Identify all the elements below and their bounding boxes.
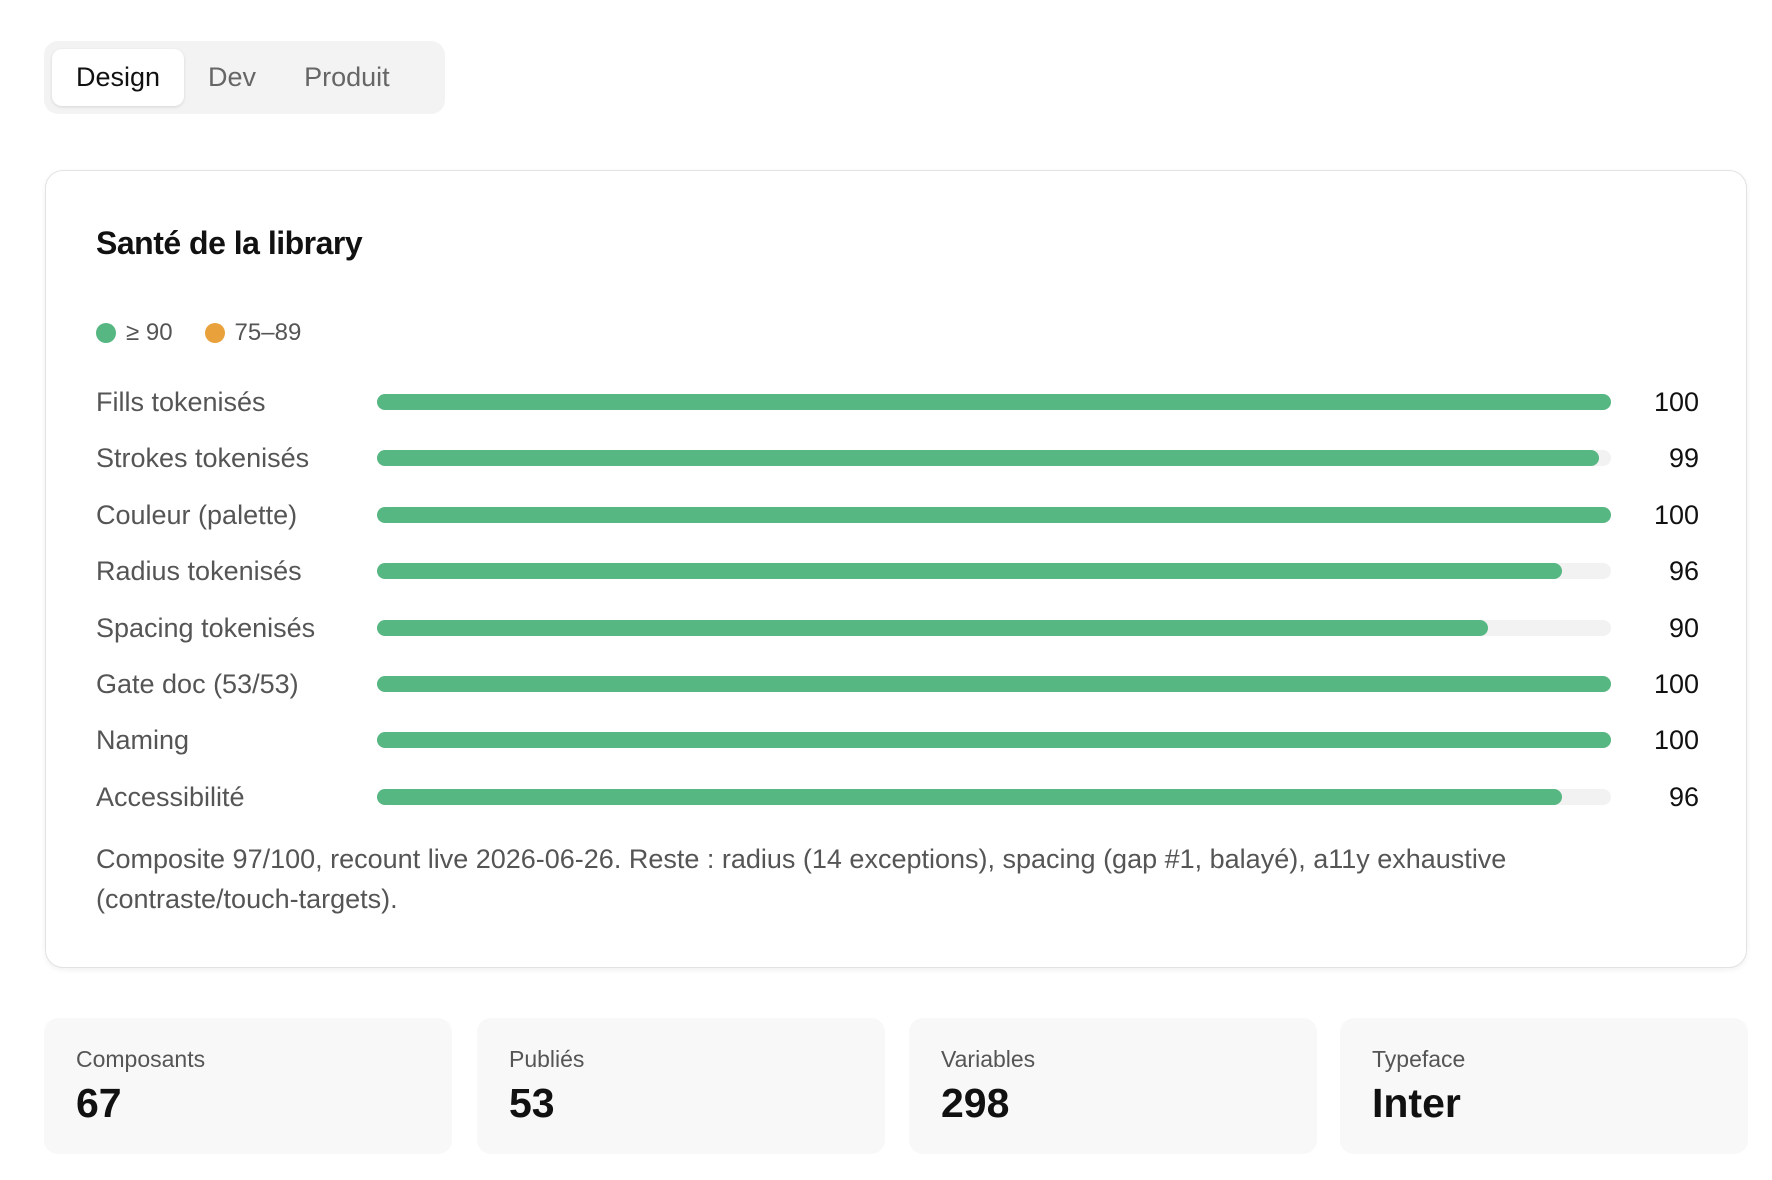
bar (377, 619, 1488, 636)
bar-value: 90 (1668, 612, 1699, 643)
bar-row: Radius tokenisés 96 (96, 551, 1699, 591)
stat-value: 53 (509, 1080, 555, 1126)
bar-row: Strokes tokenisés 99 (96, 438, 1699, 478)
bar-track (377, 563, 1611, 580)
stat-value: 298 (941, 1080, 1010, 1126)
bar-label: Couleur (palette) (96, 499, 298, 530)
bar-label: Radius tokenisés (96, 556, 302, 587)
bar-row: Spacing tokenisés 90 (96, 608, 1699, 648)
stat-card: Publiés 53 (477, 1018, 885, 1154)
bar-value: 100 (1653, 725, 1699, 756)
bar-label: Gate doc (53/53) (96, 669, 299, 699)
bar-label: Strokes tokenisés (96, 443, 310, 474)
card-title: Santé de la library (96, 225, 363, 261)
legend-swatch (96, 323, 116, 343)
stat-label: Publiés (509, 1046, 585, 1072)
legend-swatch (204, 323, 225, 343)
stat-card: Variables 298 (909, 1018, 1317, 1154)
bar-track (377, 506, 1611, 523)
bar (377, 394, 1611, 410)
bar (377, 788, 1562, 805)
stat-label: Typeface (1372, 1046, 1466, 1072)
bar-row: Gate doc (53/53) 100 (96, 664, 1699, 704)
note: Composite 97/100, recount live 2026-06-2… (96, 844, 1507, 914)
bar-track (377, 732, 1611, 749)
bar-value: 96 (1668, 556, 1699, 587)
legend-item: ≥ 90 (96, 319, 173, 347)
bar-track (377, 676, 1611, 692)
bar (377, 506, 1611, 523)
bar-value: 100 (1653, 499, 1699, 530)
bar-value: 99 (1668, 443, 1699, 474)
bar (377, 450, 1599, 467)
bar-track (377, 788, 1611, 805)
legend-label: ≥ 90 (126, 319, 173, 346)
bar (377, 732, 1611, 749)
bar (377, 563, 1562, 580)
legend-label: 75–89 (234, 319, 302, 346)
bar-label: Spacing tokenisés (96, 612, 316, 643)
bar-label: Fills tokenisés (96, 387, 266, 417)
bar-track (377, 394, 1611, 410)
bar-track (377, 619, 1611, 636)
bar-row: Couleur (palette) 100 (96, 495, 1699, 535)
bar-row: Fills tokenisés 100 (96, 382, 1699, 422)
legend-item: 75–89 (204, 319, 302, 347)
stat-label: Composants (76, 1046, 206, 1072)
stat-card: Composants 67 (44, 1018, 452, 1154)
stat-label: Variables (941, 1046, 1036, 1072)
tab-bar: Design Dev Produit (44, 41, 445, 114)
health-card: Santé de la library ≥ 90 75–89 Composite … (45, 170, 1747, 968)
bar (377, 676, 1611, 692)
tab[interactable]: Produit (304, 62, 390, 92)
bar-row: Naming 100 (96, 720, 1699, 760)
stat-value: Inter (1372, 1080, 1461, 1126)
bar-label: Accessibilité (96, 781, 245, 812)
bar-label: Naming (96, 725, 190, 756)
bar-value: 100 (1653, 387, 1699, 417)
legend: ≥ 90 75–89 (96, 319, 301, 347)
stat-card: Typeface Inter (1340, 1018, 1748, 1154)
bar-value: 100 (1653, 669, 1699, 699)
stat-value: 67 (76, 1080, 122, 1126)
bar-value: 96 (1668, 781, 1699, 812)
bar-track (377, 450, 1611, 467)
tab[interactable]: Design (52, 49, 185, 106)
tab[interactable]: Dev (208, 62, 257, 92)
bar-row: Accessibilité 96 (96, 777, 1699, 817)
